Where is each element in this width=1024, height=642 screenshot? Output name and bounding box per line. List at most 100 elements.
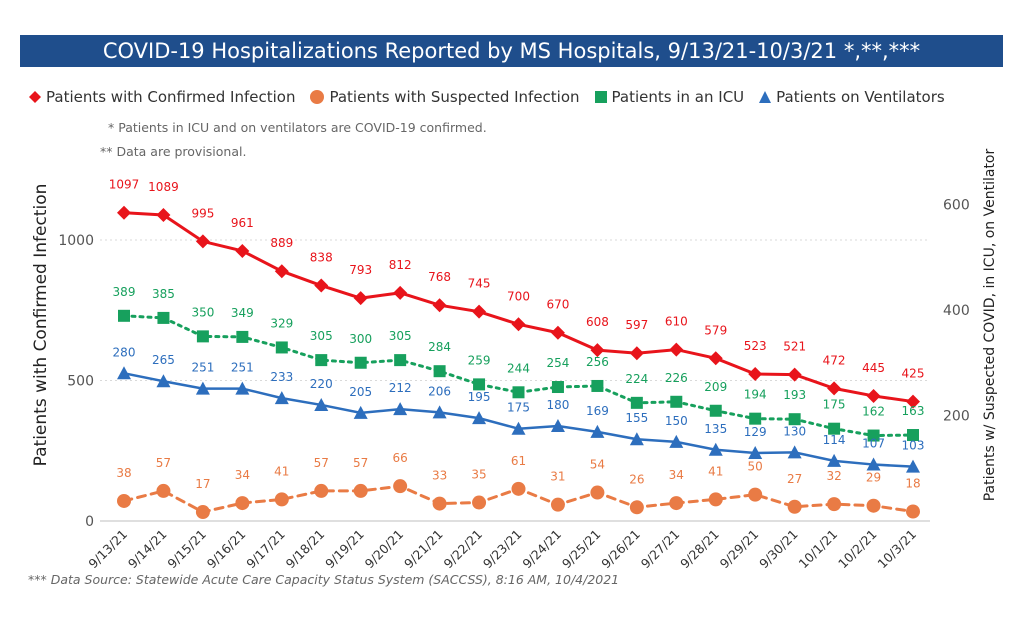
data-label-1: 17 xyxy=(195,477,210,491)
circle-icon xyxy=(310,90,325,104)
circle-point-1 xyxy=(708,492,723,507)
diamond-point-0 xyxy=(472,304,487,319)
data-label-0: 445 xyxy=(862,361,885,375)
triangle-point-3 xyxy=(393,402,408,416)
data-label-1: 34 xyxy=(669,468,684,482)
data-label-2: 193 xyxy=(783,388,806,402)
data-label-2: 209 xyxy=(704,380,727,394)
diamond-point-0 xyxy=(669,342,684,357)
data-label-0: 608 xyxy=(586,315,609,329)
triangle-point-3 xyxy=(748,445,763,459)
legend-label-icu: Patients in an ICU xyxy=(611,88,745,106)
circle-point-1 xyxy=(353,483,368,498)
data-label-3: 135 xyxy=(704,422,727,436)
data-label-3: 180 xyxy=(546,398,569,412)
y2-axis-title: Patients w/ Suspected COVID, in ICU, on … xyxy=(982,148,998,501)
triangle-point-3 xyxy=(472,411,487,425)
circle-point-1 xyxy=(669,496,684,511)
x-tick-label: 9/23/21 xyxy=(480,527,525,572)
triangle-point-3 xyxy=(235,381,250,395)
circle-point-1 xyxy=(511,481,526,496)
circle-point-1 xyxy=(827,497,842,512)
square-point-2 xyxy=(394,354,407,367)
x-tick-label: 9/13/21 xyxy=(85,527,130,572)
data-label-0: 700 xyxy=(507,289,530,303)
data-label-2: 259 xyxy=(468,353,491,367)
triangle-point-3 xyxy=(906,459,920,473)
data-label-0: 521 xyxy=(783,340,806,354)
diamond-point-0 xyxy=(748,367,763,382)
data-label-0: 597 xyxy=(625,318,648,332)
x-tick-label: 9/26/21 xyxy=(598,527,643,572)
square-point-2 xyxy=(315,354,328,367)
square-point-2 xyxy=(709,404,722,417)
y-tick-label: 500 xyxy=(67,374,94,390)
square-point-2 xyxy=(907,429,919,442)
circle-point-1 xyxy=(393,479,408,494)
diamond-point-0 xyxy=(432,298,447,313)
data-label-3: 103 xyxy=(902,439,925,453)
circle-point-1 xyxy=(235,496,250,511)
legend-item-confirmed[interactable]: Patients with Confirmed Infection xyxy=(28,88,295,106)
triangle-point-3 xyxy=(314,397,329,411)
triangle-point-3 xyxy=(353,405,368,419)
legend-item-vent[interactable]: Patients on Ventilators xyxy=(758,88,945,106)
x-tick-label: 10/1/21 xyxy=(796,527,841,572)
data-label-0: 610 xyxy=(665,315,688,329)
square-point-2 xyxy=(749,412,762,425)
square-point-2 xyxy=(118,309,130,322)
x-tick-label: 9/18/21 xyxy=(283,527,328,572)
data-label-2: 162 xyxy=(862,405,885,419)
data-label-2: 350 xyxy=(191,305,214,319)
data-label-3: 212 xyxy=(389,381,412,395)
data-label-1: 38 xyxy=(116,466,131,480)
legend-item-suspected[interactable]: Patients with Suspected Infection xyxy=(309,88,580,106)
data-label-0: 812 xyxy=(389,258,412,272)
square-icon xyxy=(594,91,607,103)
y2-tick-label: 400 xyxy=(943,303,970,319)
x-tick-label: 10/2/21 xyxy=(835,527,880,572)
data-label-1: 34 xyxy=(235,468,250,482)
x-tick-label: 9/25/21 xyxy=(559,527,604,572)
data-label-0: 995 xyxy=(191,206,214,220)
data-label-2: 389 xyxy=(113,285,136,299)
data-label-1: 33 xyxy=(432,469,447,483)
data-label-3: 280 xyxy=(113,345,136,359)
chart-title: COVID-19 Hospitalizations Reported by MS… xyxy=(20,35,1003,67)
square-point-2 xyxy=(828,422,841,435)
diamond-icon xyxy=(29,91,41,103)
data-label-1: 57 xyxy=(156,456,171,470)
circle-point-1 xyxy=(314,483,329,498)
data-label-1: 50 xyxy=(748,460,763,474)
circle-point-1 xyxy=(156,483,171,498)
triangle-icon xyxy=(759,91,772,103)
data-label-2: 329 xyxy=(270,316,293,330)
data-label-0: 425 xyxy=(902,367,925,381)
triangle-point-3 xyxy=(866,457,881,471)
diamond-point-0 xyxy=(629,346,644,361)
data-label-2: 256 xyxy=(586,355,609,369)
triangle-point-3 xyxy=(827,453,842,467)
note-icu-ventilators: * Patients in ICU and on ventilators are… xyxy=(108,120,487,135)
data-label-2: 349 xyxy=(231,306,254,320)
legend-label-vent: Patients on Ventilators xyxy=(776,88,945,106)
data-label-3: 251 xyxy=(191,361,214,375)
square-point-2 xyxy=(551,381,564,394)
diamond-point-0 xyxy=(117,205,131,220)
data-label-0: 961 xyxy=(231,216,254,230)
diamond-point-0 xyxy=(866,388,881,403)
diamond-point-0 xyxy=(708,351,723,366)
x-tick-label: 9/30/21 xyxy=(756,527,801,572)
square-point-2 xyxy=(354,356,367,369)
circle-point-1 xyxy=(432,496,447,511)
legend-item-icu[interactable]: Patients in an ICU xyxy=(594,88,745,106)
circle-point-1 xyxy=(787,499,802,514)
diamond-point-0 xyxy=(235,243,250,258)
data-label-0: 889 xyxy=(270,236,293,250)
data-label-1: 61 xyxy=(511,454,526,468)
data-label-2: 224 xyxy=(625,372,648,386)
triangle-point-3 xyxy=(669,434,684,448)
y-tick-label: 0 xyxy=(85,514,94,530)
square-point-2 xyxy=(512,386,525,399)
x-tick-label: 9/21/21 xyxy=(401,527,446,572)
